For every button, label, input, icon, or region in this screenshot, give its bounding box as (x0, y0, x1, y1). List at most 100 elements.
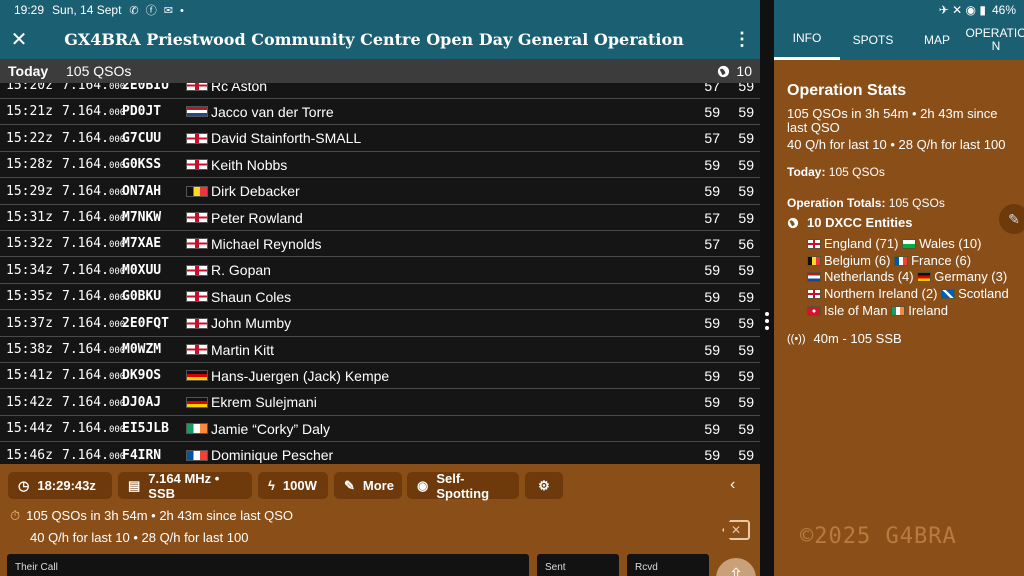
qso-row[interactable]: 15:29z 7.164.000 ON7AH Dirk Debacker 59 59 (0, 179, 760, 205)
tab-operation[interactable]: OPERATIO N (965, 26, 1024, 53)
qso-row[interactable]: 15:22z 7.164.000 G7CUU David Stainforth-SMA… (0, 126, 760, 152)
sent-input[interactable]: Sent (537, 554, 619, 576)
more-chip[interactable]: ✎ More (334, 472, 402, 499)
qso-operator-name: Keith Nobbs (211, 156, 288, 173)
qso-row[interactable]: 15:34z 7.164.000 M0XUU R. Gopan 59 59 (0, 258, 760, 284)
qso-row[interactable]: 15:21z 7.164.000 PD0JT Jacco van der Torre 5… (0, 99, 760, 126)
qso-callsign: 2E0BIU (122, 83, 169, 93)
qso-time: 15:41z (6, 368, 53, 384)
qso-operator-name: David Stainforth-SMALL (211, 130, 362, 147)
qso-time: 15:22z (6, 130, 53, 146)
rcvd-input[interactable]: Rcvd (627, 554, 709, 576)
clock-icon: ◷ (18, 477, 30, 493)
country-flag-icon (807, 255, 821, 266)
qso-list[interactable]: 15:20z 7.164.000 2E0BIU Rc Aston 57 59 15:21z 7… (0, 83, 760, 464)
country-flag-icon (186, 396, 208, 408)
self-spotting-chip[interactable]: ◉ Self-Spotting (407, 470, 519, 501)
qso-row[interactable]: 15:44z 7.164.000 EI5JLB Jamie “Corky” Daly 5… (0, 416, 760, 443)
log-button[interactable]: ⇧ (716, 558, 756, 576)
qso-rst-sent: 57 (704, 83, 720, 94)
dxcc-count-badge[interactable]: 10 (717, 63, 752, 79)
dxcc-entity: Wales (10) (902, 236, 981, 252)
self-spotting-label: Self-Spotting (436, 470, 490, 501)
qso-callsign: M0WZM (122, 342, 162, 357)
clock-chip[interactable]: ◷ 18:29:43z (8, 472, 112, 499)
operation-rate: 40 Q/h for last 10 • 28 Q/h for last 100 (787, 137, 1006, 152)
tab-map[interactable]: MAP (923, 32, 950, 47)
country-flag-icon (186, 212, 208, 223)
tab-info[interactable]: INFO (774, 20, 840, 60)
dxcc-entity-list: England (71) Wales (10) Belgium (6) Fran… (807, 236, 1024, 319)
qso-frequency: 7.164.000 (62, 157, 126, 173)
qso-rst-sent: 59 (704, 156, 720, 173)
country-flag-icon (186, 344, 208, 355)
dxcc-heading: 10 DXCC Entities (787, 215, 912, 230)
qso-callsign: DJ0AJ (122, 394, 162, 410)
dxcc-entity: Scotland (941, 286, 1009, 302)
qso-row[interactable]: 15:28z 7.164.000 G0KSS Keith Nobbs 59 59 (0, 152, 760, 179)
page-title: GX4BRA Priestwood Community Centre Open … (64, 30, 684, 49)
qso-rst-rcvd: 59 (738, 209, 754, 226)
qso-time: 15:21z (6, 104, 53, 120)
qso-row[interactable]: 15:37z 7.164.000 2E0FQT John Mumby 59 59 (0, 311, 760, 337)
dxcc-entity: Northern Ireland (2) (807, 286, 937, 302)
dxcc-entity-label: Northern Ireland (2) (824, 286, 938, 302)
qso-row[interactable]: 15:38z 7.164.000 M0WZM Martin Kitt 59 59 (0, 337, 760, 363)
their-call-input[interactable]: Their Call (7, 554, 529, 576)
pane-divider[interactable] (760, 0, 774, 576)
qso-row[interactable]: 15:42z 7.164.000 DJ0AJ Ekrem Sulejmani 59 59 (0, 390, 760, 416)
today-qso-count: 105 QSOs (66, 63, 132, 79)
qso-row[interactable]: 15:31z 7.164.000 M7NKW Peter Rowland 57 59 (0, 205, 760, 231)
dxcc-entity: England (71) (807, 236, 898, 252)
clock-value: 18:29:43z (37, 478, 96, 493)
qso-rst-sent: 59 (704, 288, 720, 305)
overflow-menu-icon[interactable]: ⋮ (733, 29, 751, 49)
dxcc-entity: France (6) (894, 253, 971, 269)
country-flag-icon (186, 423, 208, 435)
arrow-up-icon: ⇧ (728, 565, 744, 576)
dxcc-entity-label: Germany (3) (934, 269, 1008, 285)
qso-time: 15:20z (6, 83, 53, 93)
country-flag-icon (186, 317, 208, 329)
totals-stat: Operation Totals: 105 QSOs (787, 196, 945, 210)
country-flag-icon (186, 449, 208, 461)
tab-spots[interactable]: SPOTS (852, 32, 894, 47)
qso-rst-rcvd: 59 (738, 394, 754, 411)
country-flag-icon (186, 83, 208, 91)
dxcc-entity-label: England (71) (824, 236, 899, 251)
country-flag-icon (186, 185, 208, 197)
dxcc-entity-label: Scotland (958, 286, 1009, 302)
qso-time: 15:28z (6, 157, 53, 173)
qso-rst-rcvd: 59 (738, 367, 754, 384)
power-value: 100W (282, 478, 317, 493)
qso-rst-sent: 59 (704, 315, 720, 332)
chevron-left-icon[interactable]: ‹ (730, 476, 736, 493)
close-icon[interactable]: ✕ (10, 29, 28, 51)
settings-chip[interactable]: ⚙ (525, 472, 563, 499)
edit-icon[interactable]: ✎ (999, 204, 1024, 234)
qso-row[interactable]: 15:46z 7.164.000 F4IRN Dominique Pescher 59 5… (0, 443, 760, 464)
qso-operator-name: Hans-Juergen (Jack) Kempe (211, 367, 390, 384)
qso-row[interactable]: 15:35z 7.164.000 G0BKU Shaun Coles 59 59 (0, 284, 760, 311)
backspace-icon[interactable]: ✕ (722, 520, 750, 540)
qso-row[interactable]: 15:20z 7.164.000 2E0BIU Rc Aston 57 59 (0, 83, 760, 99)
qso-callsign: F4IRN (122, 447, 162, 463)
qso-callsign: M0XUU (122, 262, 162, 278)
qso-frequency: 7.164.000 (62, 315, 126, 331)
qso-row[interactable]: 15:41z 7.164.000 DK9OS Hans-Juergen (Jack) … (0, 363, 760, 390)
qso-rst-sent: 59 (704, 183, 720, 200)
bolt-icon: ϟ (268, 478, 275, 493)
power-chip[interactable]: ϟ 100W (258, 472, 328, 499)
frequency-chip[interactable]: ▤ 7.164 MHz • SSB (118, 471, 252, 501)
qso-row[interactable]: 15:32z 7.164.000 M7XAE Michael Reynolds 57 56 (0, 231, 760, 258)
drag-handle-icon[interactable] (765, 312, 769, 330)
qso-rst-rcvd: 59 (738, 447, 754, 464)
country-flag-icon (186, 238, 208, 250)
qso-rst-sent: 59 (704, 103, 720, 120)
country-flag-icon (186, 370, 208, 382)
spotting-icon: ◉ (417, 477, 429, 493)
qso-time: 15:44z (6, 421, 53, 437)
qso-frequency: 7.164.000 (62, 130, 126, 146)
globe-icon (787, 217, 799, 228)
qso-rst-sent: 59 (704, 447, 720, 464)
